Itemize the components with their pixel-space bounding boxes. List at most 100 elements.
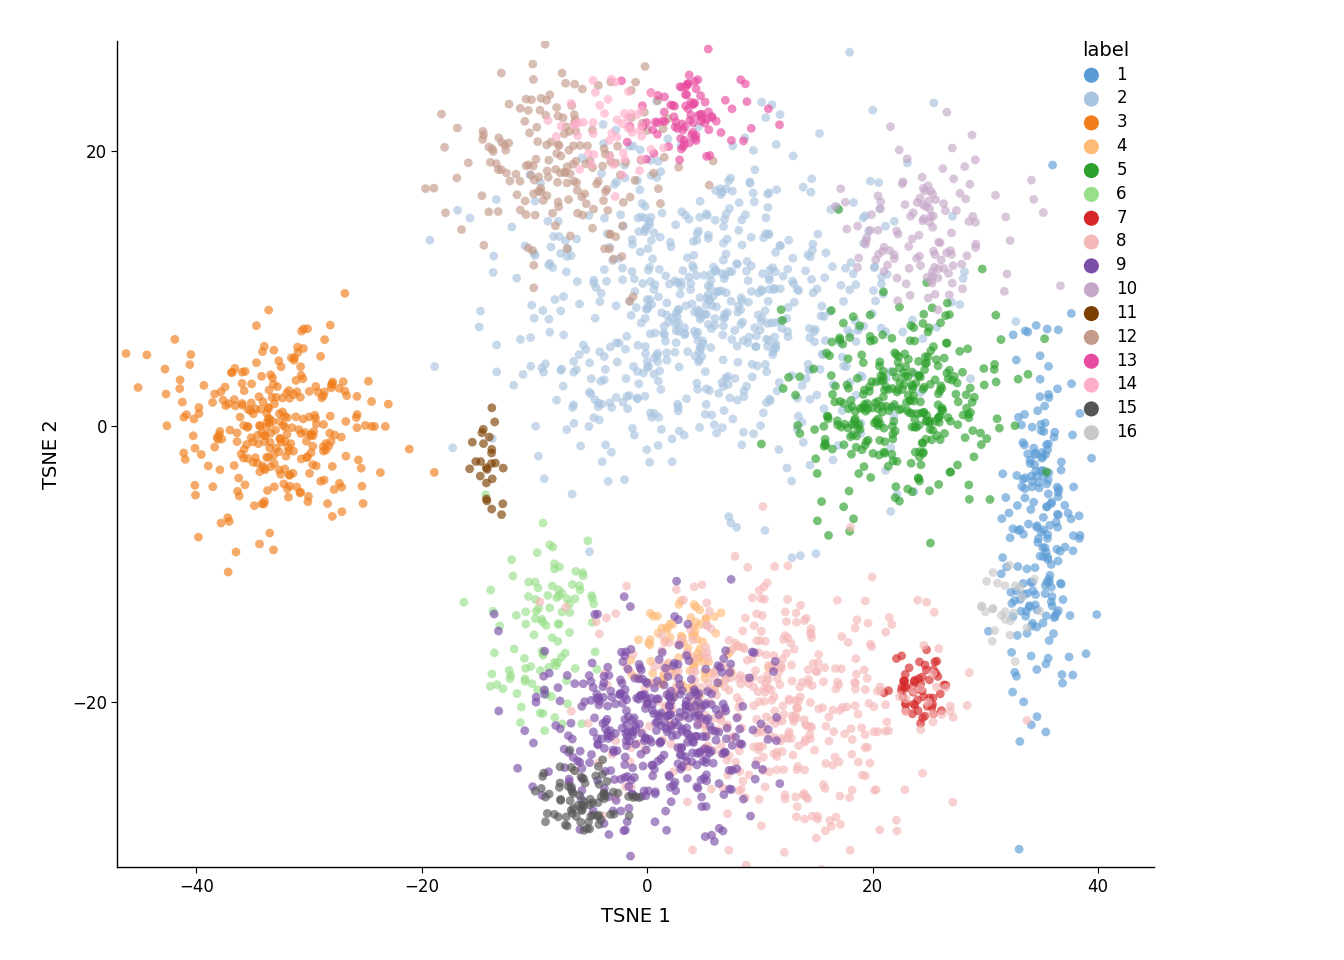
Point <box>646 93 668 108</box>
Point <box>614 756 636 772</box>
Point <box>976 431 997 446</box>
Point <box>880 119 902 134</box>
Point <box>605 390 626 405</box>
Point <box>480 679 501 694</box>
Point <box>621 231 642 247</box>
Point <box>746 754 767 769</box>
Point <box>676 648 698 663</box>
Point <box>862 639 883 655</box>
Point <box>560 98 582 113</box>
Point <box>515 604 536 619</box>
Point <box>991 608 1012 623</box>
Point <box>231 375 253 391</box>
Point <box>606 112 628 128</box>
Point <box>633 686 655 702</box>
Point <box>894 782 915 798</box>
Point <box>923 662 945 678</box>
Point <box>677 640 699 656</box>
Point <box>597 227 618 242</box>
Point <box>622 420 644 436</box>
Point <box>638 455 660 470</box>
Point <box>640 606 661 621</box>
Point <box>710 605 731 620</box>
Point <box>927 270 949 285</box>
Point <box>591 454 613 469</box>
Point <box>270 435 292 450</box>
Point <box>672 630 694 645</box>
Point <box>669 747 691 762</box>
Point <box>1032 549 1054 564</box>
Point <box>810 862 832 877</box>
Point <box>575 156 597 172</box>
Point <box>254 434 276 449</box>
Point <box>1019 598 1040 613</box>
Point <box>853 662 875 678</box>
Point <box>278 490 300 505</box>
Point <box>515 91 536 107</box>
Point <box>335 286 356 301</box>
Point <box>645 784 667 800</box>
Point <box>702 828 723 843</box>
Point <box>728 700 750 715</box>
Point <box>957 407 978 422</box>
Point <box>746 358 767 373</box>
Point <box>667 657 688 672</box>
Point <box>715 371 737 386</box>
Point <box>751 94 773 109</box>
Point <box>731 437 753 452</box>
Point <box>594 665 616 681</box>
Point <box>551 604 573 619</box>
Point <box>591 396 613 412</box>
Point <box>766 733 788 749</box>
Point <box>712 319 734 334</box>
Point <box>1046 541 1067 557</box>
Point <box>567 754 589 769</box>
Point <box>609 335 630 350</box>
Point <box>1060 512 1082 527</box>
Point <box>663 764 684 780</box>
Point <box>640 632 661 647</box>
Point <box>886 271 907 286</box>
Point <box>617 724 638 739</box>
Point <box>305 458 327 473</box>
Point <box>828 755 849 770</box>
Point <box>660 684 681 699</box>
Point <box>288 421 309 437</box>
Point <box>685 268 707 283</box>
Point <box>906 251 927 266</box>
Point <box>855 403 876 419</box>
Point <box>687 632 708 647</box>
Point <box>742 722 763 737</box>
Point <box>646 673 668 688</box>
Point <box>816 346 837 361</box>
Point <box>285 372 306 388</box>
Point <box>845 675 867 690</box>
Point <box>482 144 504 159</box>
Point <box>899 393 921 408</box>
Point <box>536 805 558 821</box>
Point <box>607 138 629 154</box>
Point <box>909 249 930 264</box>
Point <box>184 441 206 456</box>
Point <box>710 125 731 140</box>
Point <box>844 620 866 636</box>
Point <box>523 627 544 642</box>
Point <box>473 237 495 252</box>
Point <box>538 170 559 185</box>
Point <box>1016 626 1038 641</box>
Point <box>759 392 781 407</box>
Point <box>601 444 622 460</box>
Point <box>715 268 737 283</box>
Point <box>653 747 675 762</box>
Point <box>691 701 712 716</box>
Point <box>687 780 708 796</box>
Point <box>700 744 722 759</box>
Point <box>763 280 785 296</box>
Point <box>564 763 586 779</box>
Point <box>319 425 340 441</box>
Point <box>517 588 539 604</box>
Point <box>1007 498 1028 514</box>
Point <box>771 698 793 713</box>
Point <box>888 142 910 157</box>
Point <box>899 208 921 224</box>
